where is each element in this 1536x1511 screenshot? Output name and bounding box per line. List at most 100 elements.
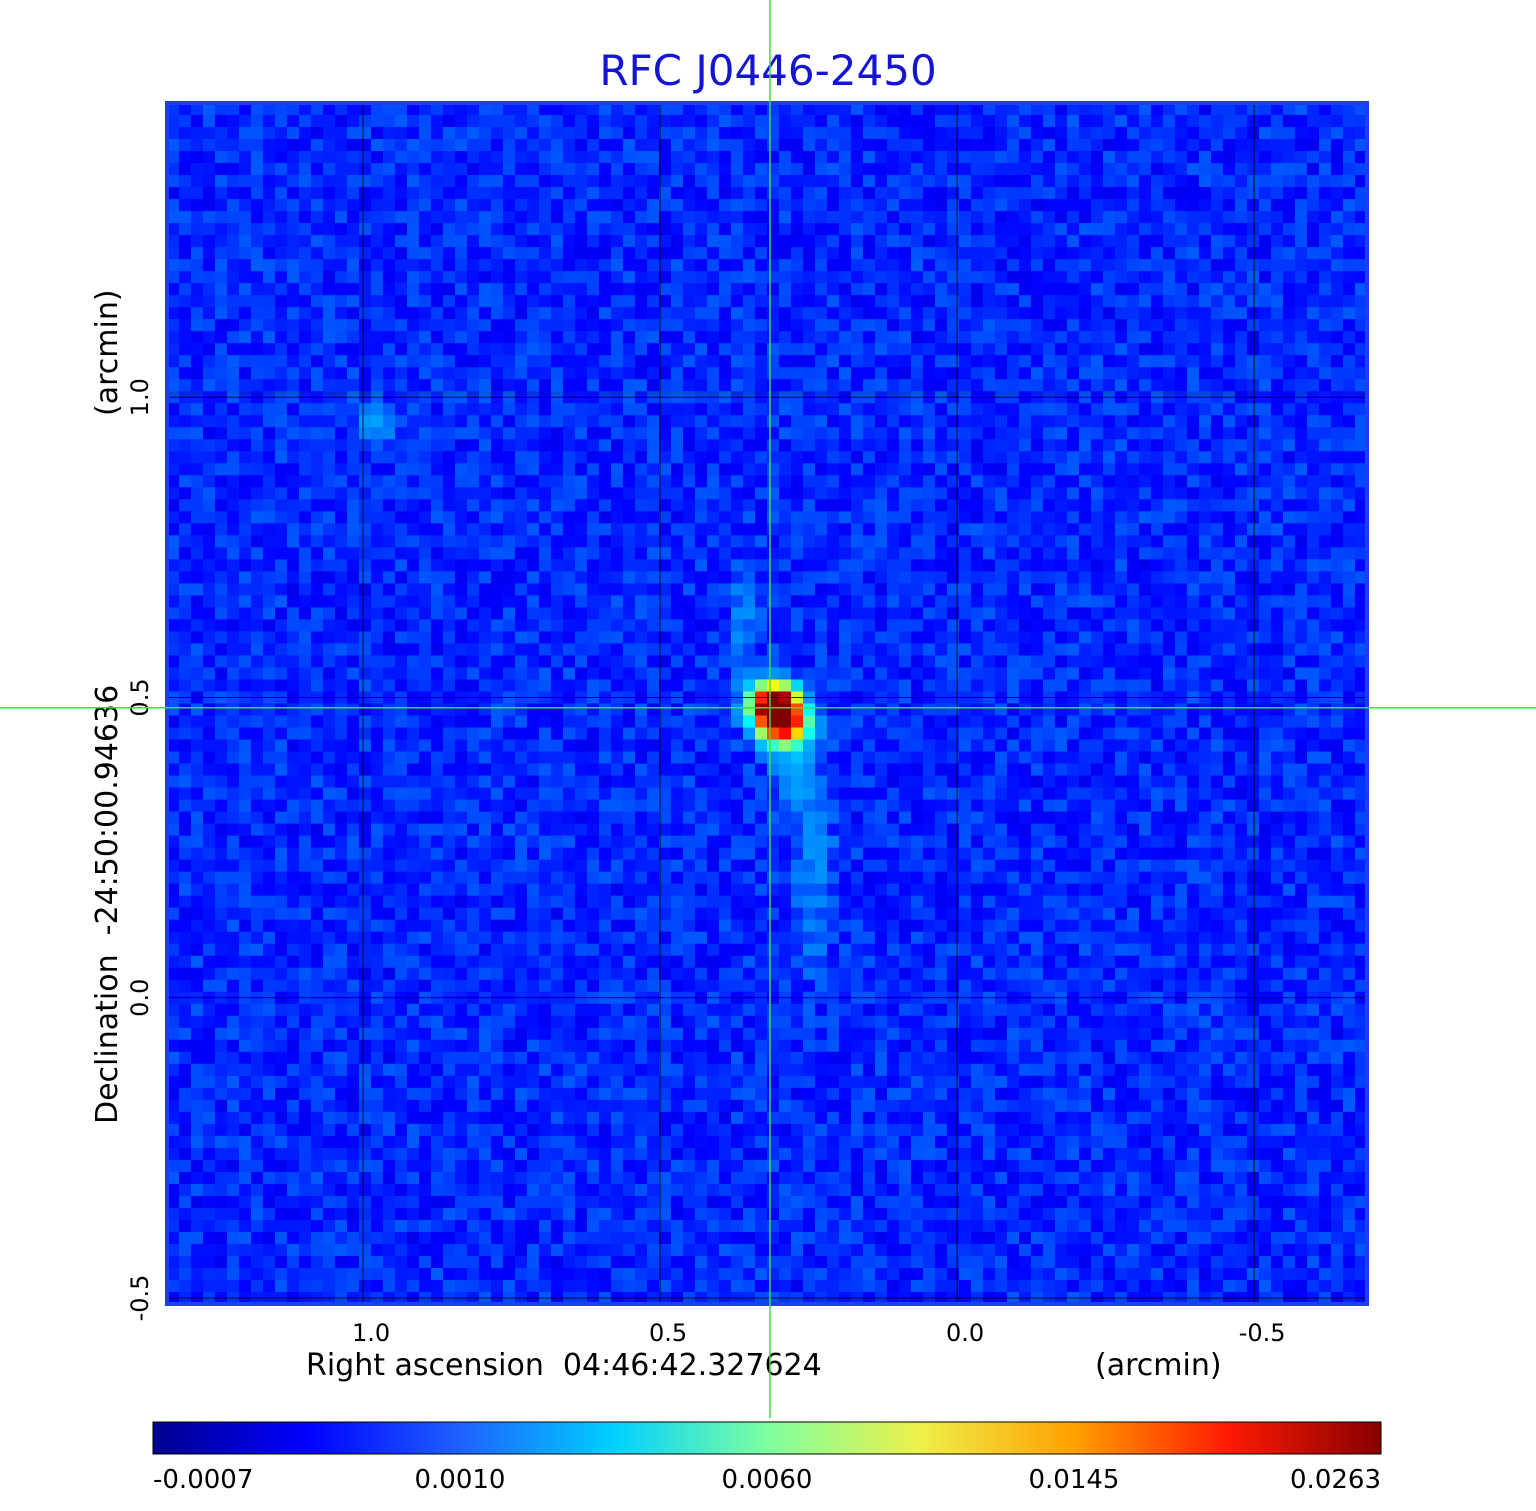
heatmap-cell bbox=[971, 259, 984, 272]
heatmap-cell bbox=[683, 619, 696, 633]
heatmap-cell bbox=[1271, 271, 1284, 284]
heatmap-cell bbox=[647, 523, 660, 536]
heatmap-cell bbox=[311, 235, 324, 248]
heatmap-cell bbox=[887, 175, 900, 188]
heatmap-cell bbox=[1295, 307, 1308, 320]
heatmap-cell bbox=[1175, 151, 1188, 164]
heatmap-cell bbox=[1211, 295, 1224, 308]
heatmap-cell bbox=[719, 175, 732, 188]
heatmap-cell bbox=[1199, 379, 1212, 392]
heatmap-cell bbox=[671, 523, 684, 536]
heatmap-cell bbox=[311, 163, 324, 176]
heatmap-cell bbox=[659, 583, 672, 597]
heatmap-cell bbox=[1139, 271, 1152, 284]
heatmap-cell bbox=[443, 271, 456, 284]
heatmap-cell bbox=[1247, 631, 1260, 645]
heatmap-cell bbox=[179, 235, 192, 248]
heatmap-cell bbox=[179, 307, 192, 320]
heatmap-cell bbox=[1031, 283, 1044, 296]
heatmap-cell bbox=[551, 115, 564, 128]
heatmap-cell bbox=[1091, 235, 1104, 248]
heatmap-cell bbox=[1007, 199, 1020, 212]
heatmap-cell bbox=[359, 475, 372, 488]
heatmap-cell bbox=[443, 451, 456, 464]
heatmap-cell bbox=[431, 667, 444, 681]
heatmap-cell bbox=[1283, 595, 1296, 609]
heatmap-cell bbox=[215, 175, 228, 188]
heatmap-cell bbox=[287, 523, 300, 536]
heatmap-cell bbox=[995, 667, 1008, 681]
heatmap-cell bbox=[947, 187, 960, 200]
heatmap-cell bbox=[167, 499, 180, 512]
heatmap-cell bbox=[659, 667, 672, 681]
heatmap-cell bbox=[1319, 415, 1332, 428]
heatmap-cell bbox=[1295, 151, 1308, 164]
heatmap-cell bbox=[623, 235, 636, 248]
heatmap-cell bbox=[179, 379, 192, 392]
heatmap-cell bbox=[875, 367, 888, 380]
heatmap-cell bbox=[287, 535, 300, 548]
heatmap-cell bbox=[779, 259, 792, 272]
heatmap-cell bbox=[1079, 559, 1092, 572]
heatmap-cell bbox=[851, 643, 864, 657]
heatmap-cell bbox=[383, 511, 396, 524]
heatmap-cell bbox=[755, 643, 768, 657]
heatmap-cell bbox=[179, 523, 192, 536]
heatmap-cell bbox=[179, 139, 192, 152]
heatmap-cell bbox=[1247, 379, 1260, 392]
heatmap-cell bbox=[743, 259, 756, 272]
heatmap-cell bbox=[815, 379, 828, 392]
heatmap-cell bbox=[431, 595, 444, 609]
heatmap-cell bbox=[1007, 547, 1020, 560]
heatmap-cell bbox=[455, 499, 468, 512]
heatmap-cell bbox=[611, 427, 624, 440]
heatmap-cell bbox=[683, 679, 696, 693]
heatmap-cell bbox=[1163, 307, 1176, 320]
heatmap-cell bbox=[995, 283, 1008, 296]
heatmap-cell bbox=[983, 379, 996, 392]
heatmap-cell bbox=[167, 679, 180, 693]
heatmap-cell bbox=[455, 619, 468, 633]
heatmap-cell bbox=[1343, 283, 1356, 296]
heatmap-cell bbox=[659, 175, 672, 188]
heatmap-cell bbox=[695, 463, 708, 476]
heatmap-cell bbox=[587, 595, 600, 609]
heatmap-cell bbox=[803, 607, 816, 621]
heatmap-cell bbox=[1187, 451, 1200, 464]
heatmap-cell bbox=[323, 619, 336, 633]
heatmap-cell bbox=[623, 163, 636, 176]
heatmap-cell bbox=[911, 175, 924, 188]
heatmap-cell bbox=[539, 427, 552, 440]
heatmap-cell bbox=[995, 367, 1008, 380]
heatmap-cell bbox=[899, 463, 912, 476]
heatmap-cell bbox=[251, 163, 264, 176]
heatmap-cell bbox=[251, 523, 264, 536]
heatmap-cell bbox=[611, 583, 624, 597]
heatmap-cell bbox=[443, 223, 456, 236]
heatmap-cell bbox=[599, 295, 612, 308]
heatmap-cell bbox=[611, 271, 624, 284]
heatmap-cell bbox=[239, 331, 252, 344]
heatmap-cell bbox=[275, 583, 288, 597]
heatmap-cell bbox=[275, 115, 288, 128]
heatmap-cell bbox=[695, 403, 708, 416]
heatmap-cell bbox=[719, 475, 732, 488]
heatmap-cell bbox=[563, 331, 576, 344]
heatmap-cell bbox=[311, 511, 324, 524]
heatmap-cell bbox=[1211, 199, 1224, 212]
heatmap-cell bbox=[575, 643, 588, 657]
heatmap-cell bbox=[659, 631, 672, 645]
heatmap-cell bbox=[1355, 559, 1368, 572]
heatmap-cell bbox=[1091, 271, 1104, 284]
heatmap-cell bbox=[767, 607, 780, 621]
heatmap-cell bbox=[683, 355, 696, 368]
heatmap-cell bbox=[431, 583, 444, 597]
heatmap-cell bbox=[1295, 439, 1308, 452]
heatmap-cell bbox=[827, 667, 840, 681]
heatmap-cell bbox=[875, 619, 888, 633]
heatmap-cell bbox=[455, 331, 468, 344]
heatmap-cell bbox=[167, 607, 180, 621]
heatmap-cell bbox=[875, 463, 888, 476]
heatmap-cell bbox=[1187, 199, 1200, 212]
heatmap-cell bbox=[887, 463, 900, 476]
